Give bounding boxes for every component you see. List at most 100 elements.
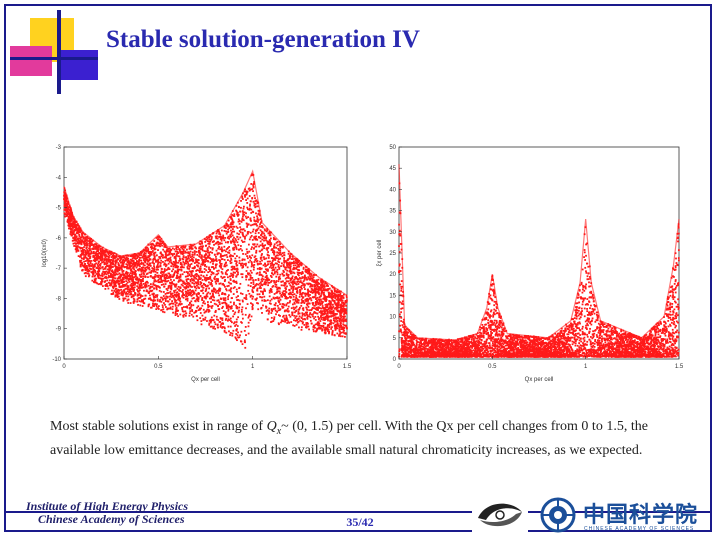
- data-point: [235, 329, 238, 332]
- data-point: [340, 316, 342, 319]
- data-point: [306, 304, 309, 307]
- data-point: [313, 289, 315, 292]
- data-point: [125, 275, 128, 278]
- data-point: [248, 315, 250, 318]
- data-point: [118, 280, 121, 283]
- data-point: [258, 282, 261, 285]
- data-point: [155, 308, 158, 311]
- data-point: [325, 328, 328, 331]
- data-point: [247, 216, 249, 219]
- data-point: [153, 277, 156, 280]
- data-point: [95, 281, 98, 284]
- data-point: [263, 295, 266, 298]
- data-point: [331, 290, 333, 293]
- data-point: [328, 310, 331, 312]
- data-point: [109, 261, 112, 264]
- data-point: [150, 245, 153, 248]
- data-point: [296, 292, 299, 294]
- data-point: [140, 254, 142, 257]
- data-point: [78, 235, 81, 238]
- data-point: [254, 245, 257, 248]
- data-point: [335, 291, 338, 294]
- data-point: [225, 289, 228, 292]
- data-point: [317, 278, 320, 281]
- data-point: [214, 310, 217, 313]
- data-point: [198, 307, 201, 310]
- data-point: [235, 210, 238, 213]
- data-point: [105, 284, 107, 286]
- data-point: [213, 253, 216, 256]
- data-point: [109, 275, 111, 278]
- data-point: [247, 284, 250, 287]
- data-point: [255, 212, 257, 215]
- data-point: [263, 270, 266, 273]
- data-point: [336, 298, 339, 301]
- data-point: [165, 288, 168, 290]
- data-point: [144, 282, 147, 285]
- data-point: [205, 265, 208, 268]
- data-point: [241, 293, 244, 295]
- data-point: [299, 289, 301, 291]
- data-point: [209, 292, 212, 295]
- data-point: [161, 273, 164, 276]
- data-point: [286, 276, 288, 279]
- data-point: [181, 266, 184, 269]
- data-point: [323, 316, 326, 319]
- data-point: [251, 297, 254, 300]
- data-point: [227, 241, 229, 243]
- data-point: [239, 334, 241, 337]
- data-point: [251, 239, 254, 241]
- data-point: [101, 259, 103, 262]
- data-point: [174, 259, 177, 262]
- data-point: [182, 261, 185, 263]
- data-point: [225, 227, 227, 230]
- data-point: [209, 268, 212, 271]
- data-point: [320, 293, 323, 295]
- data-point: [259, 296, 261, 298]
- data-point: [299, 306, 301, 309]
- data-point: [323, 284, 325, 287]
- data-point: [156, 238, 159, 241]
- data-point: [63, 212, 66, 215]
- data-point: [266, 229, 269, 232]
- data-point: [97, 283, 100, 286]
- data-point: [248, 189, 251, 192]
- data-point: [223, 226, 226, 229]
- data-point: [63, 199, 66, 201]
- data-point: [148, 271, 151, 274]
- data-point: [233, 241, 235, 243]
- data-point: [146, 272, 149, 275]
- data-point: [309, 312, 312, 314]
- data-point: [211, 280, 214, 282]
- data-point: [122, 259, 124, 262]
- data-point: [69, 220, 71, 223]
- data-point: [155, 294, 157, 297]
- data-point: [80, 239, 82, 242]
- data-point: [110, 251, 112, 254]
- data-point: [210, 301, 212, 304]
- data-point: [299, 286, 302, 289]
- data-point: [89, 237, 91, 240]
- data-point: [250, 248, 253, 250]
- data-point: [222, 234, 225, 237]
- data-point: [169, 256, 172, 259]
- data-point: [273, 318, 276, 320]
- data-point: [289, 272, 292, 275]
- data-point: [282, 294, 285, 297]
- data-point: [227, 251, 229, 254]
- data-point: [139, 296, 141, 299]
- data-point: [272, 266, 275, 269]
- data-point: [175, 302, 178, 304]
- data-point: [331, 326, 333, 329]
- data-point: [77, 238, 80, 241]
- data-point: [80, 243, 83, 246]
- data-point: [324, 312, 327, 315]
- data-point: [113, 289, 116, 292]
- data-point: [128, 291, 130, 294]
- data-point: [238, 220, 241, 222]
- data-point: [235, 333, 238, 335]
- data-point: [196, 299, 199, 302]
- data-point: [250, 212, 253, 214]
- data-point: [233, 230, 236, 233]
- data-point: [223, 265, 226, 268]
